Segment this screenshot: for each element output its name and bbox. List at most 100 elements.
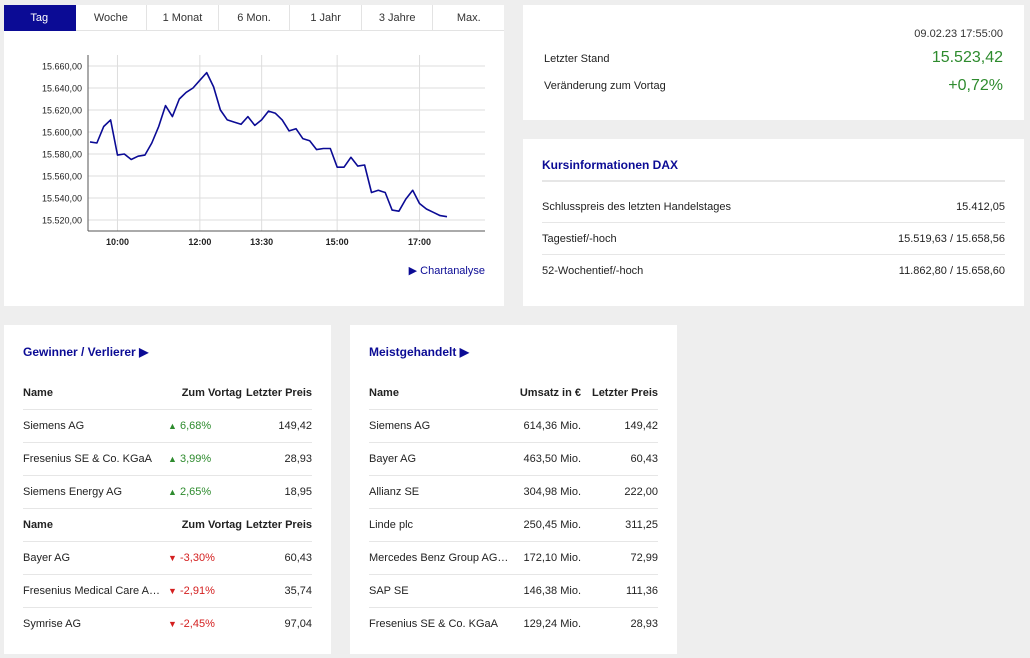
stock-name[interactable]: Siemens AG [23,409,168,443]
table-row[interactable]: Symrise AG ▼ -2,45% 97,04 [23,608,312,641]
chart-card: Tag Woche 1 Monat 6 Mon. 1 Jahr 3 Jahre Max. 1… [4,5,505,306]
last-price-label: Letzter Stand [544,53,610,65]
tab-6-mon[interactable]: 6 Mon. [218,5,291,31]
gewinner-verlierer-table: Name Zum Vortag Letzter Preis Siemens AG… [23,377,312,640]
tab-1-jahr[interactable]: 1 Jahr [290,5,362,31]
kurs-title: Kursinformationen DAX [542,158,679,172]
header-change: Zum Vortag [168,508,242,542]
kurs-row: 52-Wochentief/-hoch 11.862,80 / 15.658,6… [542,255,1005,287]
stock-name[interactable]: Siemens AG [369,409,509,443]
triangle-down-icon: ▼ [168,619,177,629]
tab-tag[interactable]: Tag [4,5,76,31]
change-value: -2,45% [180,618,215,630]
kurs-row-value: 11.862,80 / 15.658,60 [898,265,1005,277]
stock-name[interactable]: Symrise AG [23,618,82,630]
table-row[interactable]: SAP SE 146,38 Mio. 111,36 [369,574,658,608]
table-row[interactable]: Siemens Energy AG ▲ 2,65% 18,95 [23,475,312,509]
table-row[interactable]: Allianz SE 304,98 Mio. 222,00 [369,475,658,509]
y-tick-label: 15.660,00 [42,62,82,72]
play-icon: ▶ [408,265,418,277]
change-value: -3,30% [180,552,215,564]
tab-3-jahre[interactable]: 3 Jahre [361,5,434,31]
change-value: +0,72% [948,77,1003,94]
table-header-row: Name Zum Vortag Letzter Preis [23,377,312,410]
table-row[interactable]: Siemens AG ▲ 6,68% 149,42 [23,409,312,443]
table-row[interactable]: Bayer AG ▼ -3,30% 60,43 [23,541,312,575]
tab-woche[interactable]: Woche [75,5,148,31]
kurs-row-label: Schlusspreis des letzten Handelstages [542,200,731,213]
tab-1-monat[interactable]: 1 Monat [147,5,219,31]
table-row[interactable]: Fresenius Medical Care A… ▼ -2,91% 35,74 [23,574,312,608]
y-tick-label: 15.520,00 [42,216,82,226]
intraday-chart: 15.660,00 15.640,00 15.620,00 15.600,00 15.5… [42,55,485,247]
table-row[interactable]: Fresenius SE & Co. KGaA ▲ 3,99% 28,93 [23,442,312,476]
meistgehandelt-link[interactable]: Meistgehandelt ▶ [369,345,469,359]
stock-name[interactable]: Siemens Energy AG [23,475,168,509]
umsatz-value: 463,50 Mio. [509,442,581,476]
x-tick-label: 12:00 [188,237,211,247]
header-price: Letzter Preis [581,377,658,410]
y-tick-label: 15.580,00 [42,150,82,160]
price-value: 60,43 [242,541,312,575]
table-row[interactable]: Bayer AG 463,50 Mio. 60,43 [369,442,658,476]
table-row[interactable]: Siemens AG 614,36 Mio. 149,42 [369,409,658,443]
gewinner-verlierer-card: Gewinner / Verlierer ▶ Name Zum Vortag L… [4,325,331,654]
change-value: 6,68% [180,420,212,432]
price-value: 111,36 [581,574,658,608]
price-value: 149,42 [242,409,312,443]
price-value: 35,74 [242,574,312,608]
x-tick-label: 17:00 [408,237,431,247]
stock-name[interactable]: Mercedes Benz Group AG… [369,541,509,575]
gewinner-title: Gewinner / Verlierer [23,345,136,359]
y-tick-label: 15.620,00 [42,106,82,116]
stock-name[interactable]: Fresenius Medical Care A… [23,574,168,608]
triangle-up-icon: ▲ [168,421,177,431]
tab-max[interactable]: Max. [433,5,505,31]
kurs-row: Tagestief/-hoch 15.519,63 / 15.658,56 [542,223,1005,255]
price-value: 222,00 [581,475,658,509]
table-header-row: Name Umsatz in € Letzter Preis [369,377,658,410]
meistgehandelt-table: Name Umsatz in € Letzter Preis Siemens A… [369,377,658,640]
chartanalyse-link[interactable]: ▶ Chartanalyse [409,264,485,277]
stock-name[interactable]: Fresenius SE & Co. KGaA [23,442,168,476]
price-value: 72,99 [581,541,658,575]
y-tick-label: 15.560,00 [42,172,82,182]
header-price: Letzter Preis [242,508,312,542]
stock-name[interactable]: Linde plc [369,508,509,542]
quote-card: 09.02.23 17:55:00 Letzter Stand 15.523,4… [523,5,1024,120]
gewinner-verlierer-link[interactable]: Gewinner / Verlierer ▶ [23,345,148,359]
x-tick-label: 15:00 [326,237,349,247]
play-icon: ▶ [459,345,469,359]
stock-name[interactable]: Allianz SE [369,475,509,509]
chartanalyse-label: Chartanalyse [420,265,485,277]
table-row[interactable]: Fresenius SE & Co. KGaA 129,24 Mio. 28,9… [369,608,658,641]
umsatz-value: 250,45 Mio. [509,508,581,542]
change-value: 2,65% [180,486,212,498]
table-row[interactable]: Mercedes Benz Group AG… 172,10 Mio. 72,9… [369,541,658,575]
table-row[interactable]: Linde plc 250,45 Mio. 311,25 [369,508,658,542]
triangle-up-icon: ▲ [168,487,177,497]
last-price-value: 15.523,42 [931,49,1003,66]
meistgehandelt-title: Meistgehandelt [369,345,457,359]
stock-name[interactable]: Bayer AG [23,541,168,575]
quote-timestamp: 09.02.23 17:55:00 [914,28,1003,40]
kursinformationen-card: Kursinformationen DAX Schlusspreis des l… [523,139,1024,306]
header-change: Zum Vortag [168,377,242,410]
header-umsatz: Umsatz in € [509,377,581,410]
triangle-down-icon: ▼ [168,586,177,596]
triangle-up-icon: ▲ [168,454,177,464]
kurs-row-label: 52-Wochentief/-hoch [542,265,644,277]
stock-name[interactable]: SAP SE [369,574,509,608]
header-price: Letzter Preis [242,377,312,410]
period-tabs: Tag Woche 1 Monat 6 Mon. 1 Jahr 3 Jahre Max. [4,5,505,31]
title-divider [542,180,1005,182]
header-name: Name [23,377,168,410]
umsatz-value: 614,36 Mio. [509,409,581,443]
stock-name[interactable]: Bayer AG [369,442,509,476]
umsatz-value: 172,10 Mio. [509,541,581,575]
meistgehandelt-card: Meistgehandelt ▶ Name Umsatz in € Letzte… [350,325,677,654]
price-value: 28,93 [242,442,312,476]
play-icon: ▶ [139,345,149,359]
umsatz-value: 129,24 Mio. [523,618,581,630]
stock-name[interactable]: Fresenius SE & Co. KGaA [369,618,498,630]
